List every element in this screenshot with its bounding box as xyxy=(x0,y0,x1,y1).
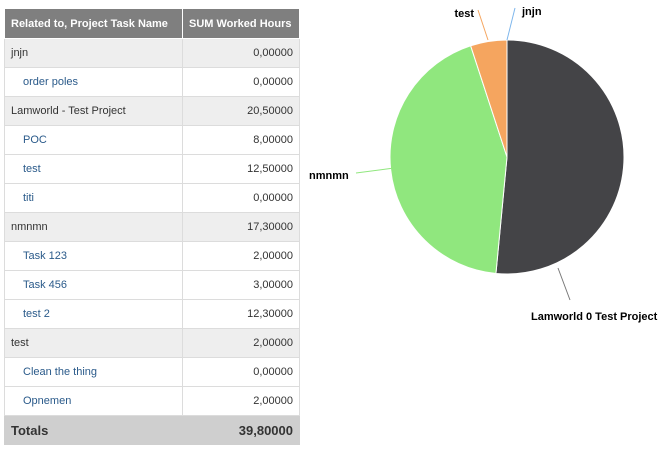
task-link[interactable]: POC xyxy=(4,125,183,155)
hours-value: 2,00000 xyxy=(182,328,300,358)
slice-label: nmnmn xyxy=(309,170,349,182)
table-row: order poles 0,00000 xyxy=(4,67,300,97)
pie-slice[interactable] xyxy=(470,39,508,158)
totals-row: Totals 39,80000 xyxy=(4,415,300,445)
table-row: titi 0,00000 xyxy=(4,183,300,213)
table-row: POC 8,00000 xyxy=(4,125,300,155)
group-label: Lamworld - Test Project xyxy=(4,96,183,126)
hours-value: 17,30000 xyxy=(182,212,300,242)
table-body: jnjn 0,00000 order poles 0,00000 Lamworld - … xyxy=(4,38,300,416)
group-row: Lamworld - Test Project 20,50000 xyxy=(4,96,300,126)
hours-value: 0,00000 xyxy=(182,357,300,387)
column-header-task[interactable]: Related to, Project Task Name xyxy=(4,8,183,39)
group-row: test 2,00000 xyxy=(4,328,300,358)
table-header-row: Related to, Project Task Name SUM Worked… xyxy=(4,8,300,39)
table-row: test 12,50000 xyxy=(4,154,300,184)
slice-connector-line xyxy=(477,9,489,41)
hours-value: 8,00000 xyxy=(182,125,300,155)
totals-label: Totals xyxy=(4,415,183,445)
worked-hours-table: Related to, Project Task Name SUM Worked… xyxy=(4,8,300,445)
task-link[interactable]: order poles xyxy=(4,67,183,97)
hours-value: 20,50000 xyxy=(182,96,300,126)
slice-connector-line xyxy=(506,7,516,41)
totals-value: 39,80000 xyxy=(182,415,300,445)
hours-value: 0,00000 xyxy=(182,38,300,68)
slice-label: Lamworld 0 Test Project xyxy=(531,311,658,323)
hours-value: 2,00000 xyxy=(182,241,300,271)
pie-slice[interactable] xyxy=(495,39,625,275)
task-link[interactable]: Clean the thing xyxy=(4,357,183,387)
table-row: Clean the thing 0,00000 xyxy=(4,357,300,387)
pie-slice[interactable] xyxy=(389,45,508,275)
hours-value: 3,00000 xyxy=(182,270,300,300)
slice-connector-line xyxy=(557,267,571,301)
slice-label: jnjn xyxy=(521,6,542,18)
hours-value: 0,00000 xyxy=(182,67,300,97)
slice-label: test xyxy=(454,8,474,20)
task-link[interactable]: test xyxy=(4,154,183,184)
column-header-hours[interactable]: SUM Worked Hours xyxy=(182,8,300,39)
slice-connector-line xyxy=(355,167,395,174)
hours-value: 12,50000 xyxy=(182,154,300,184)
hours-value: 12,30000 xyxy=(182,299,300,329)
